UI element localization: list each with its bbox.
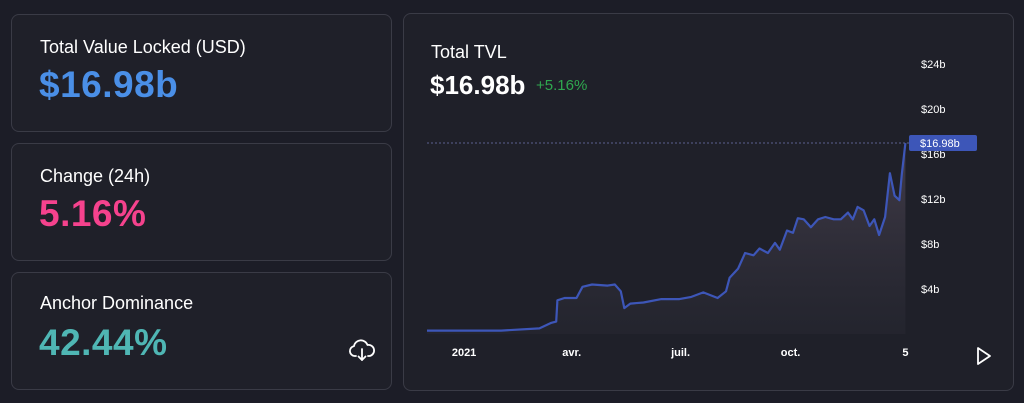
tvl-label: Total Value Locked (USD) <box>40 37 246 57</box>
chart-value: $16.98b <box>430 70 526 100</box>
tvl-area <box>427 143 906 334</box>
download-cloud-icon <box>349 339 375 361</box>
play-icon[interactable] <box>975 346 993 366</box>
chart-title: Total TVL <box>431 42 507 62</box>
y-tick-label: $24b <box>921 59 945 71</box>
current-value-label: $16.98b <box>920 138 960 150</box>
x-tick-label: oct. <box>781 347 801 359</box>
change-label: Change (24h) <box>40 166 151 186</box>
y-tick-label: $8b <box>921 239 939 251</box>
x-tick-label: 5 <box>902 347 908 359</box>
y-tick-label: $16b <box>921 149 945 161</box>
tvl-value: $16.98b <box>39 64 179 105</box>
dominance-value: 42.44% <box>39 322 168 363</box>
change-card: Change (24h) 5.16% <box>11 143 392 261</box>
tvl-line <box>427 142 907 332</box>
download-button[interactable] <box>346 337 378 365</box>
x-tick-label: juil. <box>670 347 690 359</box>
current-value-tag <box>909 135 977 152</box>
x-axis: 2021 avr. juil. oct. 5 <box>452 347 909 359</box>
tvl-chart[interactable]: $24b $20b $16b $12b $8b $4b 2021 avr. juil. oct.… <box>404 14 1015 392</box>
change-value: 5.16% <box>39 193 147 234</box>
y-axis: $24b $20b $16b $12b $8b $4b <box>921 59 945 296</box>
x-tick-label: avr. <box>562 347 581 359</box>
tvl-card: Total Value Locked (USD) $16.98b <box>11 14 392 132</box>
dominance-card: Anchor Dominance 42.44% <box>11 272 392 390</box>
tvl-chart-card: Total TVL $16.98b +5.16% $24b $20b $16b $12… <box>403 13 1014 391</box>
y-tick-label: $20b <box>921 104 945 116</box>
chart-change: +5.16% <box>536 77 588 94</box>
y-tick-label: $4b <box>921 284 939 296</box>
dominance-label: Anchor Dominance <box>40 293 194 313</box>
y-tick-label: $12b <box>921 194 945 206</box>
x-tick-label: 2021 <box>452 347 476 359</box>
